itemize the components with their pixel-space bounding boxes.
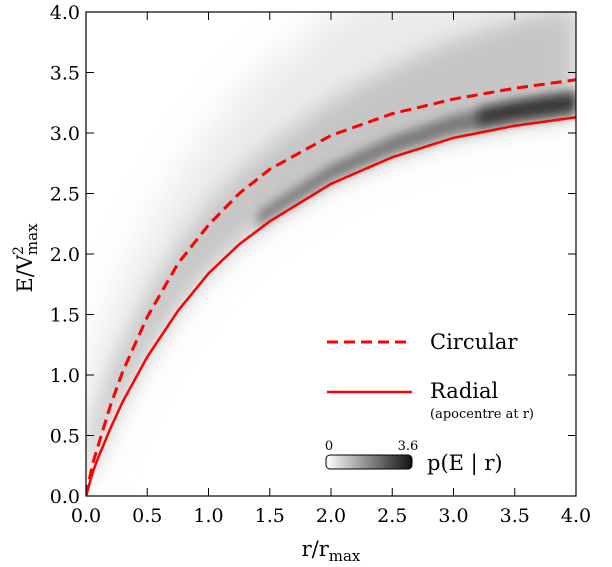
legend-circular-label: Circular xyxy=(430,330,518,354)
colorbar-max-label: 3.6 xyxy=(398,439,419,454)
y-axis-label-sup: 2 xyxy=(11,246,27,255)
y-axis-label: E/V2max xyxy=(11,223,41,293)
curves xyxy=(86,78,576,496)
colorbar-gradient xyxy=(325,454,413,470)
x-tick-label: 2.5 xyxy=(377,505,407,527)
y-tick-label: 0.0 xyxy=(50,486,80,508)
colorbar-min-label: 0 xyxy=(325,439,333,454)
y-tick-label: 3.0 xyxy=(50,123,80,145)
radial-curve xyxy=(86,116,576,496)
x-tick-label: 1.5 xyxy=(255,505,285,527)
legend-radial-label: Radial xyxy=(430,379,498,403)
plot-area xyxy=(85,11,577,497)
y-axis-ticks: 0.0 0.5 1.0 1.5 2.0 2.5 3.0 3.5 4.0 xyxy=(50,2,576,508)
x-tick-label: 4.0 xyxy=(561,505,591,527)
y-tick-label: 2.0 xyxy=(50,244,80,266)
x-axis-label: r/rmax xyxy=(302,537,361,565)
x-axis-ticks: 0.0 0.5 1.0 1.5 2.0 2.5 3.0 3.5 4.0 xyxy=(71,12,591,527)
y-tick-label: 1.5 xyxy=(50,305,80,327)
x-tick-label: 0.0 xyxy=(71,505,101,527)
x-tick-label: 3.5 xyxy=(500,505,530,527)
circular-curve xyxy=(86,78,576,496)
x-tick-label: 1.0 xyxy=(193,505,223,527)
legend: Circular Radial (apocentre at r) xyxy=(327,330,534,422)
x-axis-label-main: r/r xyxy=(302,537,330,561)
x-tick-label: 2.0 xyxy=(316,505,346,527)
x-tick-label: 3.0 xyxy=(438,505,468,527)
y-axis-label-main: E/V xyxy=(13,254,37,292)
y-axis-label-group: E/V2max xyxy=(11,223,41,293)
x-axis-label-sub: max xyxy=(329,547,361,565)
y-tick-label: 2.5 xyxy=(50,184,80,206)
y-tick-label: 1.0 xyxy=(50,365,80,387)
density-heatmap xyxy=(86,12,576,495)
colorbar-label: p(E | r) xyxy=(427,451,503,476)
y-tick-label: 3.5 xyxy=(50,63,80,85)
y-tick-label: 4.0 xyxy=(50,2,80,24)
density-peak xyxy=(478,93,576,127)
y-tick-label: 0.5 xyxy=(50,426,80,448)
density-core xyxy=(257,90,576,229)
colorbar: 0 3.6 p(E | r) xyxy=(325,439,503,476)
x-tick-label: 0.5 xyxy=(132,505,162,527)
y-axis-label-sub: max xyxy=(23,223,41,255)
legend-radial-note: (apocentre at r) xyxy=(430,407,534,422)
